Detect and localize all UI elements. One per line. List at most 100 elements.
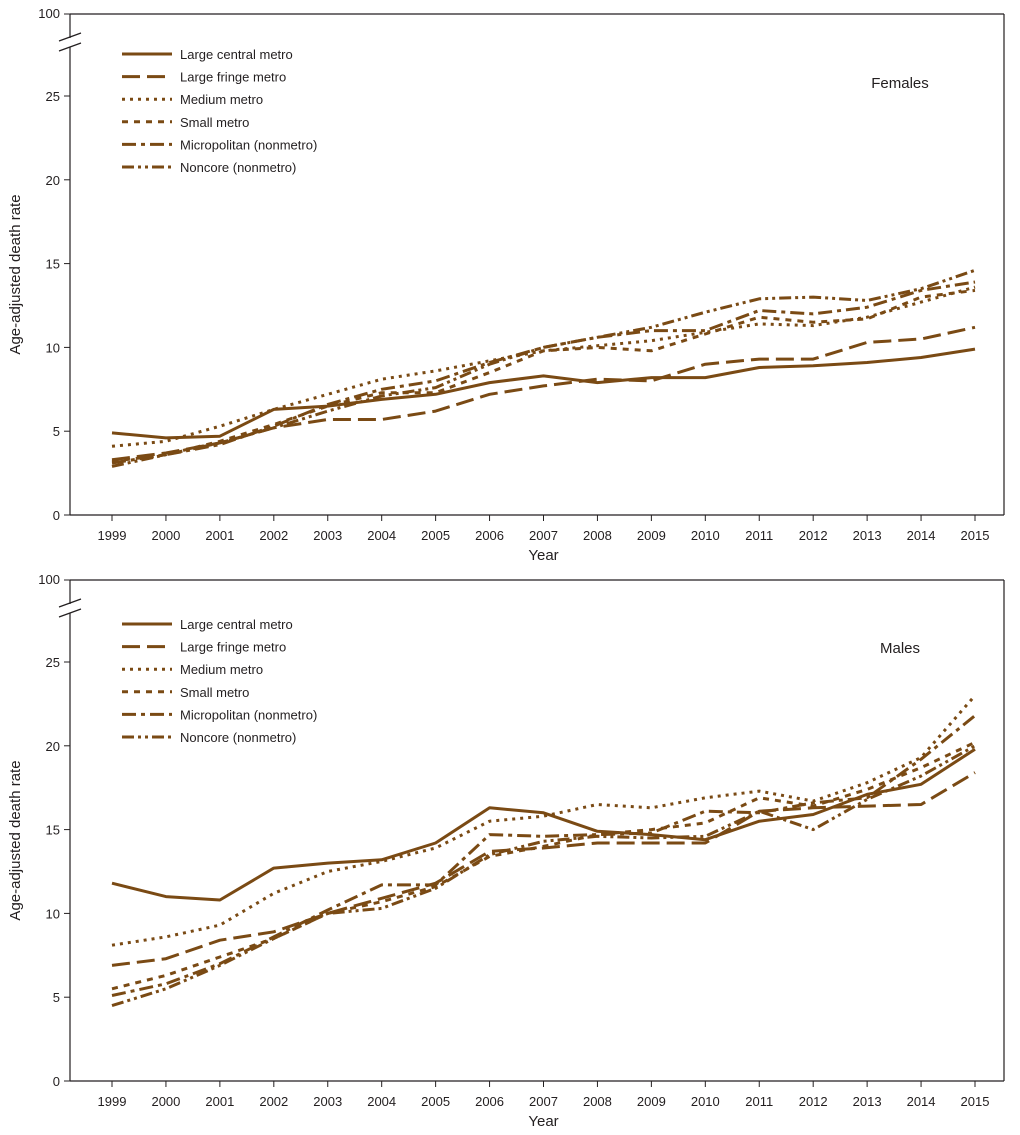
- y-tick-label: 25: [46, 655, 60, 670]
- x-tick-label: 2006: [475, 1094, 504, 1109]
- x-tick-label: 2010: [691, 1094, 720, 1109]
- data-point: [218, 924, 221, 927]
- data-point: [704, 329, 707, 332]
- data-point: [111, 462, 114, 465]
- data-point: [974, 286, 977, 289]
- data-point: [866, 299, 869, 302]
- x-tick-label: 2015: [961, 528, 990, 543]
- data-point: [650, 842, 653, 845]
- y-tick-label: 15: [46, 823, 60, 838]
- series-line-large-fringe-metro: [111, 325, 976, 462]
- x-tick-label: 2010: [691, 528, 720, 543]
- data-point: [920, 356, 923, 359]
- x-tick-label: 2006: [475, 528, 504, 543]
- x-tick-label: 1999: [98, 1094, 127, 1109]
- x-tick-label: 2005: [421, 1094, 450, 1109]
- axis-break-mark: [58, 42, 82, 52]
- data-point: [596, 346, 599, 349]
- data-point: [704, 796, 707, 799]
- data-point: [434, 369, 437, 372]
- y-tick-label: 0: [53, 508, 60, 523]
- data-point: [704, 842, 707, 845]
- data-point: [272, 867, 275, 870]
- data-point: [812, 364, 815, 367]
- data-point: [812, 312, 815, 315]
- series-line-small-metro: [111, 288, 976, 463]
- x-tick-label: 2002: [259, 528, 288, 543]
- data-point: [650, 326, 653, 329]
- data-point: [758, 297, 761, 300]
- data-point: [434, 847, 437, 850]
- legend-label: Large fringe metro: [180, 70, 286, 85]
- data-point: [111, 465, 114, 468]
- data-point: [920, 338, 923, 341]
- data-point: [111, 882, 114, 885]
- data-point: [434, 379, 437, 382]
- data-point: [272, 408, 275, 411]
- data-point: [812, 321, 815, 324]
- data-point: [272, 930, 275, 933]
- data-point: [920, 783, 923, 786]
- series-line-large-central-metro: [111, 347, 976, 440]
- data-point: [164, 974, 167, 977]
- x-tick-label: 2001: [205, 528, 234, 543]
- data-point: [866, 361, 869, 364]
- panel-title: Females: [871, 75, 929, 92]
- data-point: [488, 806, 491, 809]
- data-point: [326, 909, 329, 912]
- data-point: [866, 341, 869, 344]
- data-point: [111, 1004, 114, 1007]
- data-point: [326, 912, 329, 915]
- data-point: [380, 900, 383, 903]
- data-point: [542, 346, 545, 349]
- data-point: [974, 269, 977, 272]
- axis-break-mark: [58, 32, 82, 42]
- data-point: [650, 836, 653, 839]
- x-tick-label: 2007: [529, 528, 558, 543]
- x-tick-label: 2000: [151, 1094, 180, 1109]
- data-point: [326, 870, 329, 873]
- data-point: [111, 445, 114, 448]
- x-tick-label: 2003: [313, 528, 342, 543]
- data-point: [434, 887, 437, 890]
- data-point: [920, 758, 923, 761]
- legend-label: Micropolitan (nonmetro): [180, 707, 317, 722]
- y-tick-label: 15: [46, 257, 60, 272]
- data-point: [380, 860, 383, 863]
- data-point: [974, 281, 977, 284]
- x-tick-label: 2009: [637, 528, 666, 543]
- data-point: [164, 436, 167, 439]
- series-line-small-metro: [111, 741, 976, 991]
- legend-label: Large central metro: [180, 47, 293, 62]
- data-point: [542, 840, 545, 843]
- data-point: [704, 332, 707, 335]
- data-point: [812, 805, 815, 808]
- data-point: [326, 410, 329, 413]
- data-point: [866, 788, 869, 791]
- data-point: [164, 987, 167, 990]
- data-point: [812, 358, 815, 361]
- y-tick-label: 10: [46, 906, 60, 921]
- data-point: [218, 898, 221, 901]
- data-point: [866, 798, 869, 801]
- axis-break-mark: [58, 598, 82, 608]
- data-point: [920, 803, 923, 806]
- panel-females: 100 0 5 10 15 20 25 1999 2000 2001 2002 2003 2004 200…: [7, 6, 1005, 564]
- data-point: [434, 410, 437, 413]
- data-point: [164, 982, 167, 985]
- data-point: [974, 348, 977, 351]
- data-point: [920, 296, 923, 299]
- data-point: [326, 418, 329, 421]
- data-point: [164, 957, 167, 960]
- data-point: [596, 378, 599, 381]
- data-point: [866, 805, 869, 808]
- data-point: [650, 376, 653, 379]
- data-point: [596, 842, 599, 845]
- x-tick-label: 2004: [367, 1094, 396, 1109]
- x-axis-title: Year: [528, 547, 558, 564]
- series-line-large-fringe-metro: [111, 771, 976, 967]
- data-point: [326, 862, 329, 865]
- data-point: [488, 850, 491, 853]
- x-tick-label: 2005: [421, 528, 450, 543]
- legend-label: Small metro: [180, 115, 249, 130]
